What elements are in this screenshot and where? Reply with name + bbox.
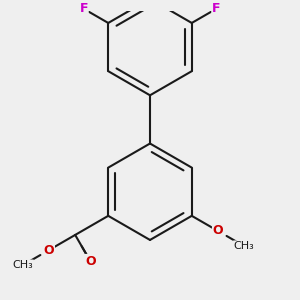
Text: O: O [85, 254, 96, 268]
Text: CH₃: CH₃ [234, 241, 254, 251]
Text: F: F [80, 2, 88, 15]
Text: O: O [44, 244, 54, 256]
Text: O: O [213, 224, 223, 237]
Text: CH₃: CH₃ [13, 260, 33, 270]
Text: F: F [212, 2, 220, 15]
